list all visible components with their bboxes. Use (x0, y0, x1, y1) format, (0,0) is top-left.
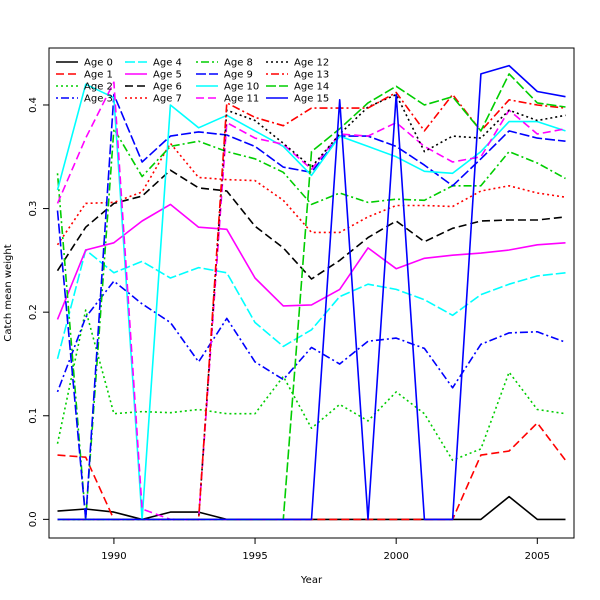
series-line-age-5 (56, 203, 566, 320)
x-tick-label: 2005 (525, 551, 550, 562)
legend-item: Age 9 (196, 70, 253, 81)
legend-item: Age 5 (125, 70, 182, 81)
legend-label: Age 9 (224, 70, 253, 81)
x-axis: 1990 1995 2000 2005 (101, 537, 550, 562)
legend-item: Age 15 (266, 94, 329, 105)
y-axis: 0.0 0.1 0.2 0.3 0.4 (28, 97, 50, 527)
legend-label: Age 7 (153, 94, 182, 105)
series-line-age-11 (56, 81, 566, 521)
legend-label: Age 15 (294, 94, 329, 105)
legend-label: Age 14 (294, 82, 329, 93)
legend-item: Age 11 (196, 94, 259, 105)
x-tick-label: 1990 (101, 551, 126, 562)
series-line-age-2 (56, 309, 566, 462)
legend-label: Age 5 (153, 70, 182, 81)
x-tick-label: 2000 (383, 551, 408, 562)
legend-item: Age 4 (125, 58, 182, 69)
legend-item: Age 2 (56, 82, 113, 93)
legend-label: Age 1 (84, 70, 113, 81)
y-tick-label: 0.1 (28, 408, 39, 424)
y-axis-label: Catch mean weight (3, 244, 14, 341)
legend-label: Age 4 (153, 58, 182, 69)
legend-label: Age 11 (224, 94, 259, 105)
legend-label: Age 2 (84, 82, 113, 93)
legend-label: Age 13 (294, 70, 329, 81)
series-line-age-4 (56, 249, 566, 360)
legend-label: Age 3 (84, 94, 113, 105)
y-tick-label: 0.4 (28, 97, 39, 113)
legend-label: Age 6 (153, 82, 182, 93)
y-tick-label: 0.0 (28, 511, 39, 527)
series-line-age-6 (56, 169, 566, 280)
legend-item: Age 1 (56, 70, 113, 81)
x-tick-label: 1995 (242, 551, 267, 562)
legend-item: Age 14 (266, 82, 329, 93)
legend-label: Age 8 (224, 58, 253, 69)
legend-item: Age 10 (196, 82, 259, 93)
series-line-age-15 (57, 64, 566, 521)
legend-item: Age 13 (266, 70, 329, 81)
legend-item: Age 3 (56, 94, 113, 105)
legend-label: Age 0 (84, 58, 113, 69)
legend-item: Age 7 (125, 94, 182, 105)
legend-item: Age 0 (56, 58, 113, 69)
series-line-age-3 (56, 280, 566, 393)
series-line-age-9 (56, 93, 566, 521)
legend-label: Age 10 (224, 82, 259, 93)
legend-item: Age 6 (125, 82, 182, 93)
series-line-age-8 (56, 128, 566, 521)
legend-item: Age 8 (196, 58, 253, 69)
legend-label: Age 12 (294, 58, 329, 69)
x-axis-label: Year (300, 575, 323, 586)
series-layer (56, 64, 567, 521)
y-tick-label: 0.3 (28, 201, 39, 217)
y-tick-label: 0.2 (28, 304, 39, 320)
legend-item: Age 12 (266, 58, 329, 69)
